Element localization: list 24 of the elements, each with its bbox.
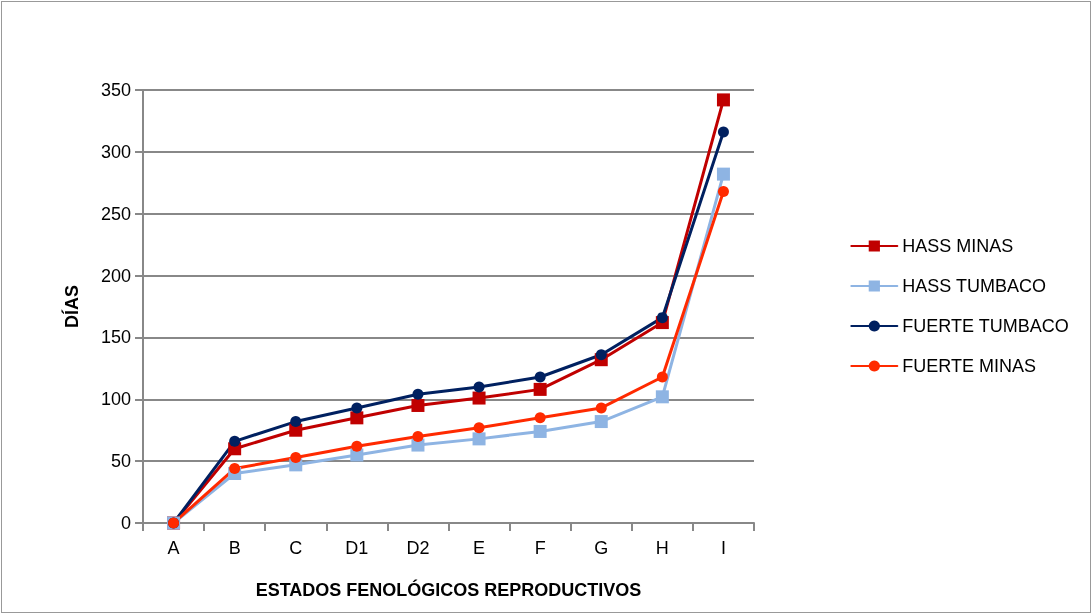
y-tick-label: 250 (100, 203, 131, 224)
x-tick-label: B (228, 538, 241, 558)
y-tick-label: 200 (100, 265, 131, 286)
legend-label: HASS MINAS (902, 236, 1014, 256)
y-tick-label: 150 (100, 327, 131, 348)
x-tick-label: C (289, 538, 303, 558)
x-tick-label: D2 (406, 538, 430, 558)
y-axis-title: DÍAS (61, 284, 82, 329)
x-tick-label: A (167, 538, 180, 558)
x-tick-label: F (534, 538, 546, 558)
y-tick-label: 0 (120, 513, 131, 533)
x-tick-label: D1 (345, 538, 369, 558)
x-tick-label: G (594, 538, 609, 558)
y-tick-label: 350 (100, 80, 131, 100)
legend-label: FUERTE MINAS (902, 356, 1037, 376)
x-tick-label: H (655, 538, 669, 558)
legend-label: HASS TUMBACO (902, 276, 1047, 296)
y-tick-label: 100 (100, 389, 131, 410)
x-tick-label: E (473, 538, 486, 558)
x-tick-label: I (720, 538, 726, 558)
y-tick-label: 300 (100, 141, 131, 162)
legend-label: FUERTE TUMBACO (902, 316, 1069, 336)
y-tick-label: 50 (110, 451, 131, 472)
x-axis-title: ESTADOS FENOLÓGICOS REPRODUCTIVOS (255, 579, 642, 600)
